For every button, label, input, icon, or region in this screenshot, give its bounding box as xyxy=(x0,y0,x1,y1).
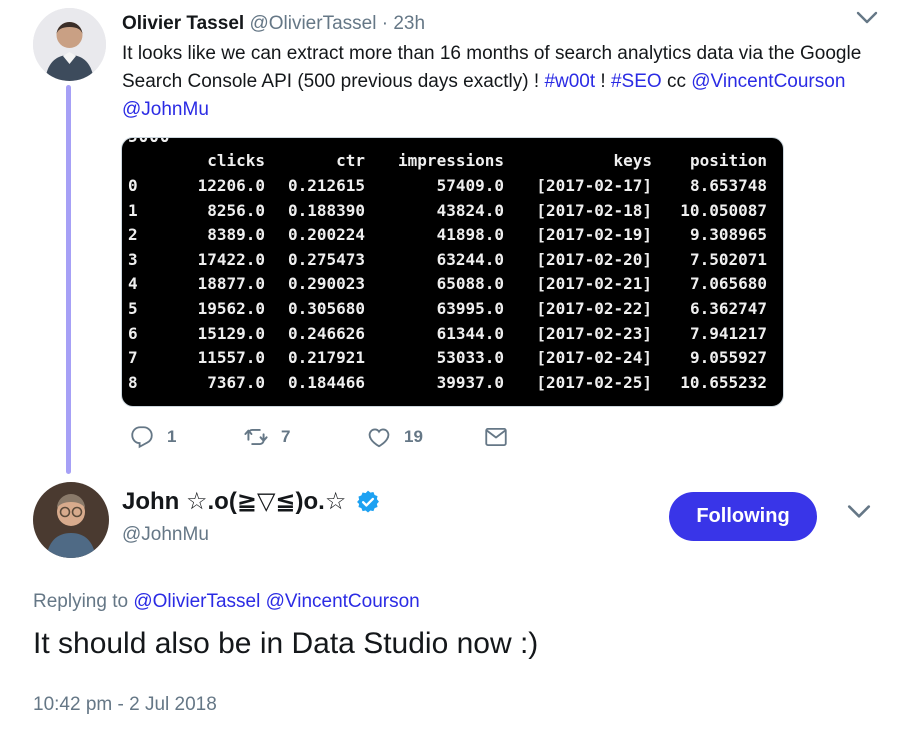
terminal-table-row: 0 12206.0 0.212615 57409.0 [2017-02-17] 8.653… xyxy=(128,175,767,195)
tweet2-text: It should also be in Data Studio now :) xyxy=(33,627,539,660)
retweet-icon xyxy=(244,428,268,446)
retweet-count: 7 xyxy=(281,427,291,446)
terminal-table-row: 1 8256.0 0.188390 43824.0 [2017-02-18] 10.050… xyxy=(128,200,767,220)
following-button[interactable]: Following xyxy=(669,492,817,541)
inline-link[interactable]: @VincentCourson xyxy=(691,71,846,92)
reply-icon xyxy=(131,426,153,449)
avatar-john-mu[interactable] xyxy=(33,482,109,558)
tweet1-header: Olivier Tassel @OlivierTassel · 23h xyxy=(122,13,425,35)
direct-message-button[interactable] xyxy=(483,424,509,450)
tweet2-timestamp[interactable]: 10:42 pm - 2 Jul 2018 xyxy=(33,694,217,715)
terminal-table-row: 2 8389.0 0.200224 41898.0 [2017-02-19] 9.3089… xyxy=(128,225,767,245)
tweet1-action-bar: 1 7 19 xyxy=(129,424,569,454)
tweet1-display-name[interactable]: Olivier Tassel xyxy=(122,13,245,34)
inline-link[interactable]: @OlivierTassel xyxy=(133,591,261,612)
like-button[interactable]: 19 xyxy=(366,424,423,450)
tweet1-text: It looks like we can extract more than 1… xyxy=(122,43,862,120)
retweet-button[interactable]: 7 xyxy=(243,424,290,450)
avatar-olivier-tassel[interactable] xyxy=(33,8,106,81)
like-count: 19 xyxy=(404,427,423,446)
terminal-table-row: 4 18877.0 0.290023 65088.0 [2017-02-21] 7.065… xyxy=(128,274,767,294)
tweet2-more-chevron-down-icon[interactable] xyxy=(846,503,872,521)
reply-button[interactable]: 1 xyxy=(129,424,176,450)
tweet2-name-row: John ☆.o(≧▽≦)o.☆ xyxy=(122,487,381,516)
terminal-table-row: 6 15129.0 0.246626 61344.0 [2017-02-23] 7.941… xyxy=(128,323,767,343)
verified-badge-icon xyxy=(357,490,380,513)
reply-count: 1 xyxy=(167,427,177,446)
terminal-table-row: 7 11557.0 0.217921 53033.0 [2017-02-24] 9.055… xyxy=(128,348,767,368)
inline-link[interactable]: @VincentCourson xyxy=(265,591,420,612)
tweet2-handle[interactable]: @JohnMu xyxy=(122,524,209,545)
tweet1-separator: · xyxy=(381,13,389,34)
inline-link[interactable]: #w00t xyxy=(544,71,596,92)
tweet1-handle[interactable]: @OlivierTassel xyxy=(249,13,377,34)
avatar-photo-placeholder xyxy=(33,482,109,558)
terminal-table-header: clicks ctr impressions keys position xyxy=(122,149,783,174)
avatar-photo-placeholder xyxy=(33,8,106,81)
replying-to-line: Replying to @OlivierTassel @VincentCours… xyxy=(33,591,420,612)
tweet1-timestamp[interactable]: 23h xyxy=(393,13,426,34)
tweet1-more-chevron-down-icon[interactable] xyxy=(855,9,879,27)
terminal-table-row: clicks ctr impressions keys position xyxy=(207,151,767,171)
terminal-table-row: 3 17422.0 0.275473 63244.0 [2017-02-20] 7.502… xyxy=(128,249,767,269)
inline-link[interactable]: @JohnMu xyxy=(122,99,209,120)
envelope-icon xyxy=(485,427,507,447)
tweet2-display-name[interactable]: John ☆.o(≧▽≦)o.☆ xyxy=(122,488,347,515)
inline-link[interactable]: #SEO xyxy=(610,71,662,92)
terminal-clipped-line: 5000 xyxy=(122,138,783,149)
heart-icon xyxy=(368,428,390,448)
terminal-table-body: 0 12206.0 0.212615 57409.0 [2017-02-17] 8.653… xyxy=(122,173,783,394)
terminal-table-row: 5 19562.0 0.305680 63995.0 [2017-02-22] 6.362… xyxy=(128,298,767,318)
terminal-table-row: 8 7367.0 0.184466 39937.0 [2017-02-25] 10.655… xyxy=(128,372,767,392)
thread-connector-line xyxy=(66,85,71,474)
